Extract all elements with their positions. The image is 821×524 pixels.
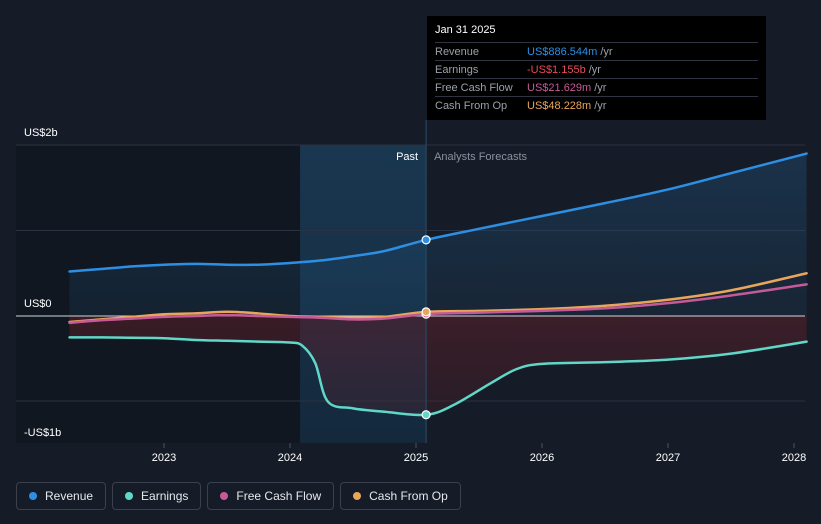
chart-area: US$2b US$0 -US$1b Past Analysts Forecasts 202… — [16, 120, 808, 464]
legend-label: Cash From Op — [369, 489, 448, 503]
tooltip-unit: /yr — [594, 81, 607, 94]
legend-item-revenue[interactable]: Revenue — [16, 482, 107, 510]
tooltip-label: Earnings — [435, 63, 479, 76]
revenue-area — [69, 153, 807, 316]
legend-label: Free Cash Flow — [236, 489, 322, 503]
tooltip-label: Cash From Op — [435, 99, 508, 112]
x-tick-label: 2026 — [530, 452, 554, 464]
tooltip-unit: /yr — [600, 45, 613, 58]
legend-item-cash-from-op[interactable]: Cash From Op — [340, 482, 461, 510]
series-line-earnings — [68, 336, 808, 417]
x-tick-label: 2025 — [404, 452, 428, 464]
forecast-label: Analysts Forecasts — [434, 151, 527, 163]
legend-dot-icon — [220, 492, 229, 500]
tooltip-row-revenue: Revenue US$886.544m /yr — [435, 42, 758, 60]
legend-label: Revenue — [45, 489, 94, 503]
x-tick-label: 2028 — [782, 452, 806, 464]
tooltip-row-earnings: Earnings -US$1.155b /yr — [435, 60, 758, 78]
y-axis-label: US$2b — [24, 127, 58, 139]
past-label: Past — [396, 151, 418, 163]
tooltip-unit: /yr — [588, 63, 601, 76]
tooltip-row-free-cash-flow: Free Cash Flow US$21.629m /yr — [435, 78, 758, 96]
legend-dot-icon — [353, 492, 362, 500]
legend-label: Earnings — [141, 489, 189, 503]
x-tick-label: 2023 — [152, 452, 176, 464]
y-axis-label: -US$1b — [24, 427, 61, 439]
tooltip: Jan 31 2025 Revenue US$886.544m /yr Earn… — [427, 16, 766, 120]
legend-dot-icon — [29, 492, 37, 500]
tooltip-value: -US$1.155b — [527, 63, 586, 76]
tooltip-unit: /yr — [594, 99, 607, 112]
marker-revenue — [421, 235, 431, 245]
tooltip-label: Free Cash Flow — [435, 81, 513, 94]
tooltip-value: US$886.544m — [527, 45, 598, 58]
tooltip-row-cash-from-op: Cash From Op US$48.228m /yr — [435, 96, 758, 114]
marker-cash-from-op — [421, 307, 431, 317]
y-axis-label: US$0 — [24, 298, 52, 310]
tooltip-value: US$48.228m — [527, 99, 592, 112]
tooltip-label: Revenue — [435, 45, 480, 58]
series-line-free-cash-flow — [68, 283, 808, 325]
x-tick-label: 2027 — [656, 452, 680, 464]
series-line-cash-from-op — [68, 272, 808, 324]
legend-item-free-cash-flow[interactable]: Free Cash Flow — [207, 482, 335, 510]
legend: Revenue Earnings Free Cash Flow Cash Fro… — [16, 482, 461, 510]
legend-dot-icon — [125, 492, 134, 500]
x-tick-label: 2024 — [278, 452, 302, 464]
series-line-revenue — [68, 152, 808, 273]
marker-earnings — [421, 410, 431, 420]
tooltip-date: Jan 31 2025 — [435, 24, 496, 36]
tooltip-value: US$21.629m — [527, 81, 592, 94]
legend-item-earnings[interactable]: Earnings — [112, 482, 202, 510]
